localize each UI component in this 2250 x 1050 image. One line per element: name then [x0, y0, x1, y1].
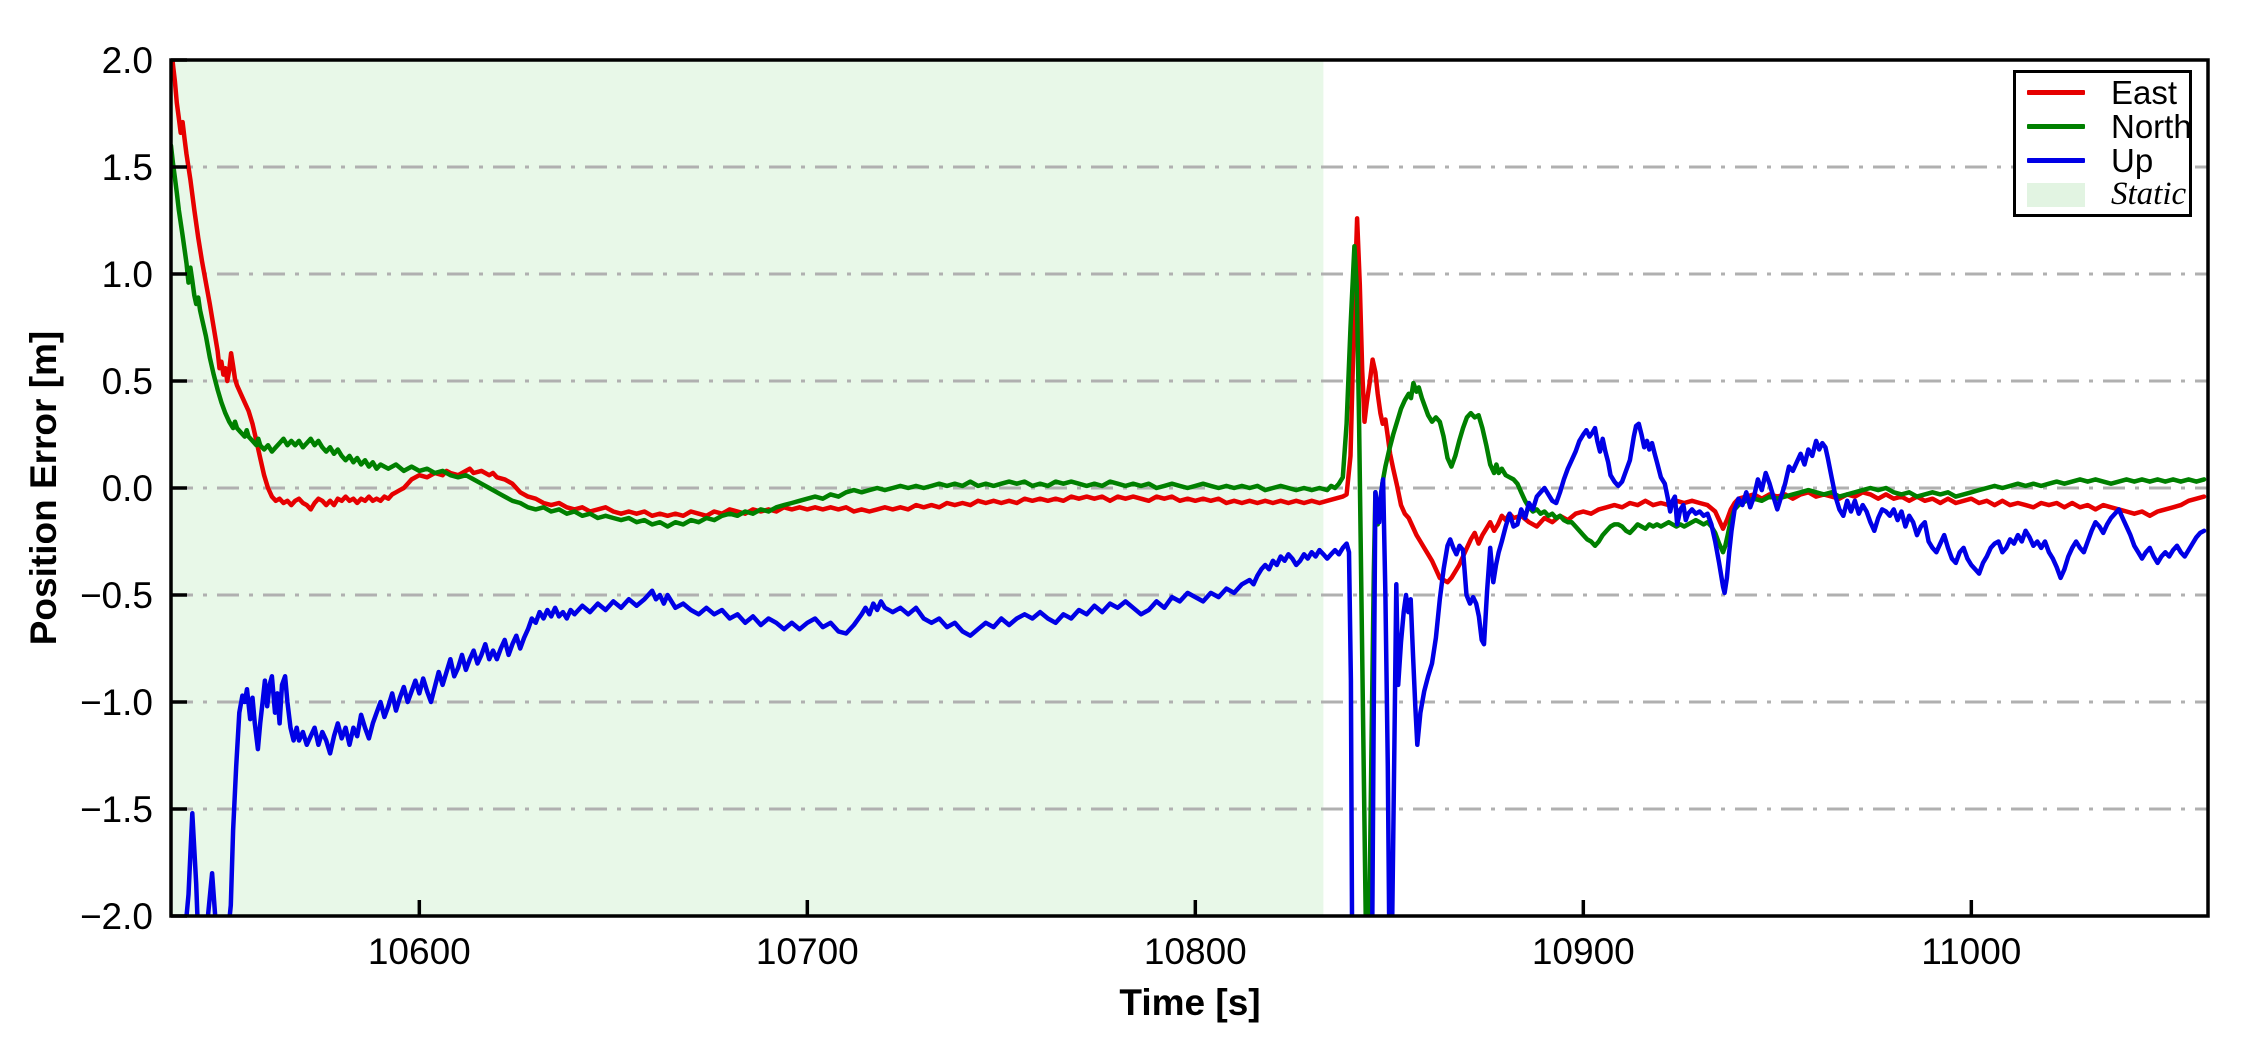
y-axis-title: Position Error [m] — [23, 330, 64, 646]
x-tick-label: 10800 — [1144, 931, 1247, 972]
x-tick-label: 10900 — [1532, 931, 1635, 972]
legend-row-east: East — [2016, 76, 2189, 110]
y-tick-label: −1.5 — [80, 789, 153, 830]
x-tick-label: 10600 — [368, 931, 471, 972]
y-tick-label: 1.0 — [102, 254, 153, 295]
legend-row-north: North — [2016, 108, 2192, 145]
legend: East North Up Static — [2013, 70, 2192, 217]
east-line-swatch — [2027, 90, 2085, 95]
series-line-up — [184, 421, 2207, 916]
legend-label-up: Up — [2111, 142, 2154, 179]
y-tick-label: −0.5 — [80, 575, 153, 616]
x-axis-title: Time [s] — [1119, 982, 1261, 1023]
y-tick-label: 0.5 — [102, 361, 153, 402]
y-tick-label: −2.0 — [80, 896, 153, 937]
y-tick-label: −1.0 — [80, 682, 153, 723]
x-tick-label: 11000 — [1921, 931, 2021, 972]
y-tick-label: 0.0 — [102, 468, 153, 509]
static-region-swatch — [2027, 182, 2085, 207]
up-line-swatch — [2027, 158, 2085, 163]
legend-label-north: North — [2111, 108, 2192, 145]
legend-row-up: Up — [2016, 144, 2189, 178]
legend-label-static: Static — [2111, 176, 2187, 212]
north-line-swatch — [2027, 124, 2085, 129]
x-tick-label: 10700 — [756, 931, 859, 972]
y-tick-label: 2.0 — [102, 40, 153, 81]
legend-row-static: Static — [2016, 178, 2189, 212]
legend-label-east: East — [2111, 74, 2178, 111]
y-tick-label: 1.5 — [102, 147, 153, 188]
